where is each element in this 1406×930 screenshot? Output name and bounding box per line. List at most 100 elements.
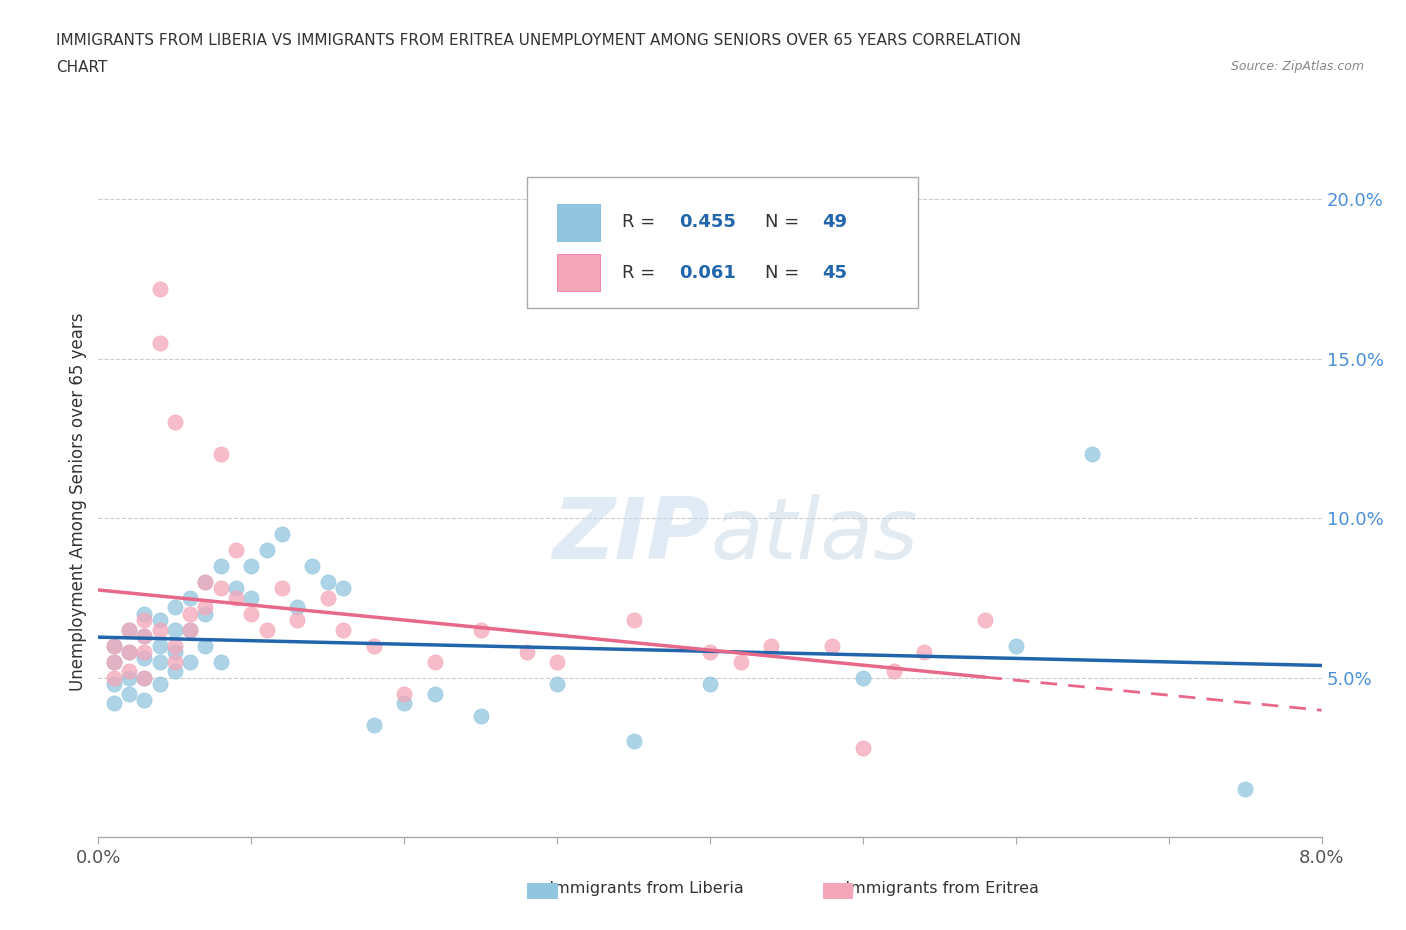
Point <box>1004 638 1026 653</box>
Point <box>103 654 125 669</box>
Text: N =: N = <box>765 263 806 282</box>
Point <box>134 671 156 685</box>
Text: R =: R = <box>621 213 661 232</box>
Point <box>209 654 232 669</box>
Point <box>149 336 172 351</box>
Point <box>363 638 385 653</box>
Point <box>179 591 201 605</box>
Point <box>163 654 186 669</box>
Point <box>194 606 217 621</box>
Point <box>194 575 217 590</box>
Point <box>194 638 217 653</box>
Point <box>134 644 156 659</box>
Text: Immigrants from Eritrea: Immigrants from Eritrea <box>830 881 1039 896</box>
Point <box>225 542 247 557</box>
Point <box>225 591 247 605</box>
Text: CHART: CHART <box>56 60 108 75</box>
Point <box>118 622 141 637</box>
Point <box>209 559 232 574</box>
Point <box>118 686 141 701</box>
Point <box>149 622 172 637</box>
Point <box>332 581 354 596</box>
FancyBboxPatch shape <box>557 255 600 291</box>
FancyBboxPatch shape <box>557 205 600 241</box>
Point <box>179 654 201 669</box>
Point <box>699 644 721 659</box>
Point <box>623 613 645 628</box>
Point <box>134 671 156 685</box>
Point <box>270 581 294 596</box>
Point <box>118 644 141 659</box>
Point <box>134 629 156 644</box>
Point <box>256 542 278 557</box>
Point <box>179 622 201 637</box>
Point <box>516 644 538 659</box>
Point <box>118 644 141 659</box>
Point <box>623 734 645 749</box>
Text: 45: 45 <box>823 263 848 282</box>
Point <box>163 638 186 653</box>
Point <box>103 676 125 691</box>
Point <box>149 676 172 691</box>
Point <box>316 575 339 590</box>
Point <box>134 651 156 666</box>
Point <box>730 654 752 669</box>
Point <box>149 638 172 653</box>
Point <box>392 696 416 711</box>
Point <box>118 664 141 679</box>
FancyBboxPatch shape <box>526 178 918 308</box>
Text: R =: R = <box>621 263 661 282</box>
Text: 49: 49 <box>823 213 848 232</box>
Point <box>163 664 186 679</box>
Point <box>194 575 217 590</box>
Point <box>179 622 201 637</box>
Text: atlas: atlas <box>710 494 918 578</box>
Point <box>240 559 263 574</box>
Point <box>423 654 446 669</box>
Point <box>149 613 172 628</box>
Point <box>821 638 844 653</box>
Point <box>912 644 935 659</box>
Point <box>270 526 294 541</box>
Y-axis label: Unemployment Among Seniors over 65 years: Unemployment Among Seniors over 65 years <box>69 313 87 691</box>
Point <box>163 415 186 430</box>
Point <box>240 591 263 605</box>
Point <box>194 600 217 615</box>
Text: N =: N = <box>765 213 806 232</box>
Point <box>225 581 247 596</box>
Point <box>423 686 446 701</box>
Text: Source: ZipAtlas.com: Source: ZipAtlas.com <box>1230 60 1364 73</box>
Point <box>118 671 141 685</box>
Point <box>209 447 232 462</box>
Point <box>363 718 385 733</box>
Point <box>883 664 905 679</box>
Point <box>134 629 156 644</box>
Point <box>546 654 568 669</box>
Point <box>163 600 186 615</box>
Point <box>256 622 278 637</box>
Point <box>103 638 125 653</box>
Point <box>759 638 782 653</box>
Point <box>1234 782 1257 797</box>
Point <box>974 613 997 628</box>
Point <box>392 686 416 701</box>
Point <box>134 693 156 708</box>
Point <box>285 600 308 615</box>
Point <box>470 622 492 637</box>
Point <box>103 696 125 711</box>
Point <box>1081 447 1104 462</box>
Point <box>103 654 125 669</box>
Point <box>332 622 354 637</box>
Text: 0.455: 0.455 <box>679 213 737 232</box>
Text: Immigrants from Liberia: Immigrants from Liberia <box>534 881 744 896</box>
Point <box>301 559 323 574</box>
Point <box>316 591 339 605</box>
Point <box>699 676 721 691</box>
Point <box>118 622 141 637</box>
Point <box>285 613 308 628</box>
Text: 0.061: 0.061 <box>679 263 737 282</box>
Point <box>470 709 492 724</box>
Point <box>149 281 172 296</box>
Point <box>163 644 186 659</box>
Point <box>103 671 125 685</box>
